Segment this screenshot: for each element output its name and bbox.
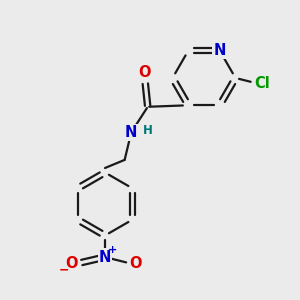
Text: Cl: Cl bbox=[255, 76, 270, 91]
Text: N: N bbox=[99, 250, 111, 265]
Text: O: O bbox=[139, 65, 151, 80]
Text: O: O bbox=[66, 256, 78, 271]
Text: −: − bbox=[59, 264, 69, 277]
Text: H: H bbox=[143, 124, 153, 137]
Text: N: N bbox=[125, 125, 137, 140]
Text: +: + bbox=[108, 244, 117, 255]
Text: N: N bbox=[214, 43, 226, 58]
Text: O: O bbox=[130, 256, 142, 271]
